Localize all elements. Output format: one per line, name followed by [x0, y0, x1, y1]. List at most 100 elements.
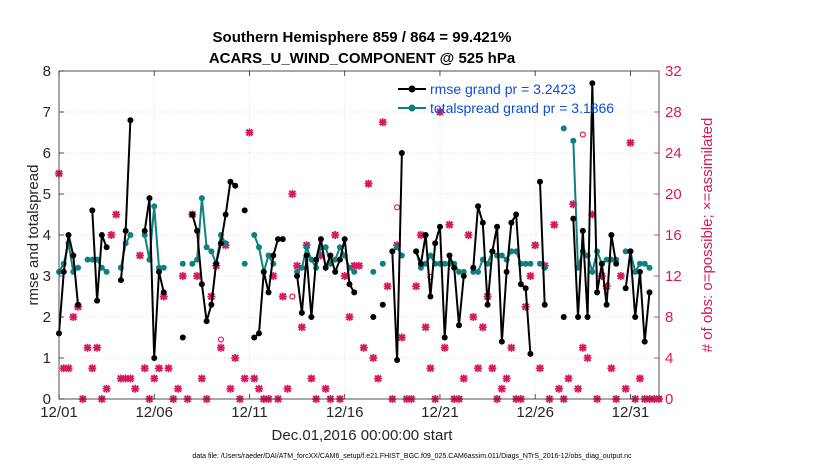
rmse-point: [479, 219, 486, 226]
rmse-point: [579, 227, 586, 234]
spread-point: [156, 264, 162, 271]
spread-point: [470, 268, 477, 275]
spread-point: [189, 260, 196, 267]
spread-point: [603, 256, 610, 263]
spread-point: [208, 248, 215, 255]
y-tick-label: 0: [43, 391, 51, 408]
spread-point: [241, 260, 248, 267]
obs-assimilated-marker: [607, 364, 616, 373]
spread-point: [622, 248, 629, 255]
rmse-point: [641, 338, 648, 345]
y-tick-label: 1: [43, 350, 51, 367]
y-axis-right-label: # of obs: o=possible; ×=assimilated: [699, 118, 716, 353]
rmse-point: [222, 211, 229, 218]
rmse-point: [89, 207, 96, 214]
obs-assimilated-marker: [421, 323, 430, 332]
y-axis-label: rmse and totalspread: [25, 165, 42, 306]
rmse-point: [413, 248, 420, 255]
rmse-point: [379, 301, 386, 308]
rmse-point: [346, 281, 353, 288]
spread-point: [332, 256, 339, 263]
spread-point: [522, 260, 529, 267]
obs-assimilated-marker: [102, 384, 111, 393]
obs-assimilated-marker: [321, 384, 330, 393]
rmse-point: [327, 252, 334, 259]
y-tick-label: 5: [43, 186, 51, 203]
spread-point: [198, 195, 205, 202]
spread-point: [303, 244, 310, 251]
rmse-point: [336, 256, 343, 263]
rmse-point: [427, 293, 434, 300]
tick-layer: 12/01 12/06 12/11 12/16 12/21 12/26 12/3101234…: [40, 63, 681, 421]
obs-assimilated-marker: [150, 374, 159, 383]
rmse-point: [613, 260, 620, 267]
rmse-line-segment: [624, 251, 651, 342]
spread-point: [560, 125, 567, 132]
obs-assimilated-marker: [478, 323, 487, 332]
rmse-point: [432, 240, 439, 247]
obs-assimilated-marker: [459, 374, 468, 383]
spread-point: [632, 268, 639, 275]
rmse-point: [60, 268, 67, 275]
y-right-tick-label: 28: [665, 104, 682, 121]
chart-title: Southern Hemisphere 859 / 864 = 99.421%: [213, 29, 512, 46]
rmse-point: [570, 215, 577, 222]
spread-point: [103, 268, 110, 275]
obs-assimilated-marker: [578, 343, 587, 352]
obs-possible-marker: [393, 204, 401, 211]
obs-assimilated-marker: [497, 384, 506, 393]
rmse-point: [317, 236, 324, 243]
obs-assimilated-marker: [340, 272, 349, 280]
rmse-point: [441, 334, 448, 341]
rmse-point: [70, 252, 77, 259]
obs-assimilated-marker: [88, 364, 97, 373]
spread-point: [636, 260, 643, 267]
obs-assimilated-marker: [193, 272, 202, 280]
obs-assimilated-marker: [535, 364, 544, 373]
rmse-point: [622, 285, 629, 292]
rmse-point: [503, 268, 510, 275]
rmse-point: [208, 301, 215, 308]
obs-assimilated-marker: [574, 384, 583, 393]
obs-assimilated-marker: [93, 343, 102, 352]
spread-point: [308, 256, 315, 263]
obs-assimilated-marker: [345, 313, 354, 321]
rmse-point: [536, 178, 543, 185]
spread-point: [322, 244, 329, 251]
y-tick-label: 6: [43, 145, 51, 162]
rmse-point: [217, 240, 224, 247]
spread-point: [475, 268, 482, 275]
rmse-point: [398, 150, 405, 156]
obs-assimilated-marker: [378, 118, 387, 127]
rmse-point: [179, 334, 186, 341]
rmse-point: [256, 330, 262, 337]
x-axis-label: Dec.01,2016 00:00:00 start: [272, 427, 454, 444]
obs-assimilated-marker: [278, 292, 287, 301]
spread-point: [370, 268, 377, 275]
rmse-point: [303, 252, 310, 259]
spread-point: [222, 240, 229, 247]
rmse-point: [260, 268, 267, 275]
obs-assimilated-marker: [107, 231, 116, 239]
obs-assimilated-marker: [626, 138, 635, 147]
spread-point: [508, 248, 515, 255]
spread-point: [160, 264, 167, 271]
rmse-point: [241, 207, 248, 214]
rmse-point: [275, 236, 282, 243]
spread-point: [570, 137, 577, 144]
rmse-point: [422, 232, 429, 238]
spread-point: [536, 260, 543, 267]
spread-point: [456, 268, 462, 275]
rmse-point: [203, 318, 210, 325]
rmse-point: [103, 244, 110, 251]
rmse-point: [608, 232, 615, 238]
rmse-point: [265, 289, 272, 296]
rmse-point: [575, 314, 582, 320]
y-right-tick-label: 12: [665, 268, 682, 285]
obs-assimilated-marker: [255, 384, 263, 393]
rmse-point: [589, 80, 596, 87]
y-right-tick-label: 32: [665, 63, 682, 80]
obs-assimilated-marker: [226, 384, 235, 393]
rmse-point: [127, 117, 134, 124]
